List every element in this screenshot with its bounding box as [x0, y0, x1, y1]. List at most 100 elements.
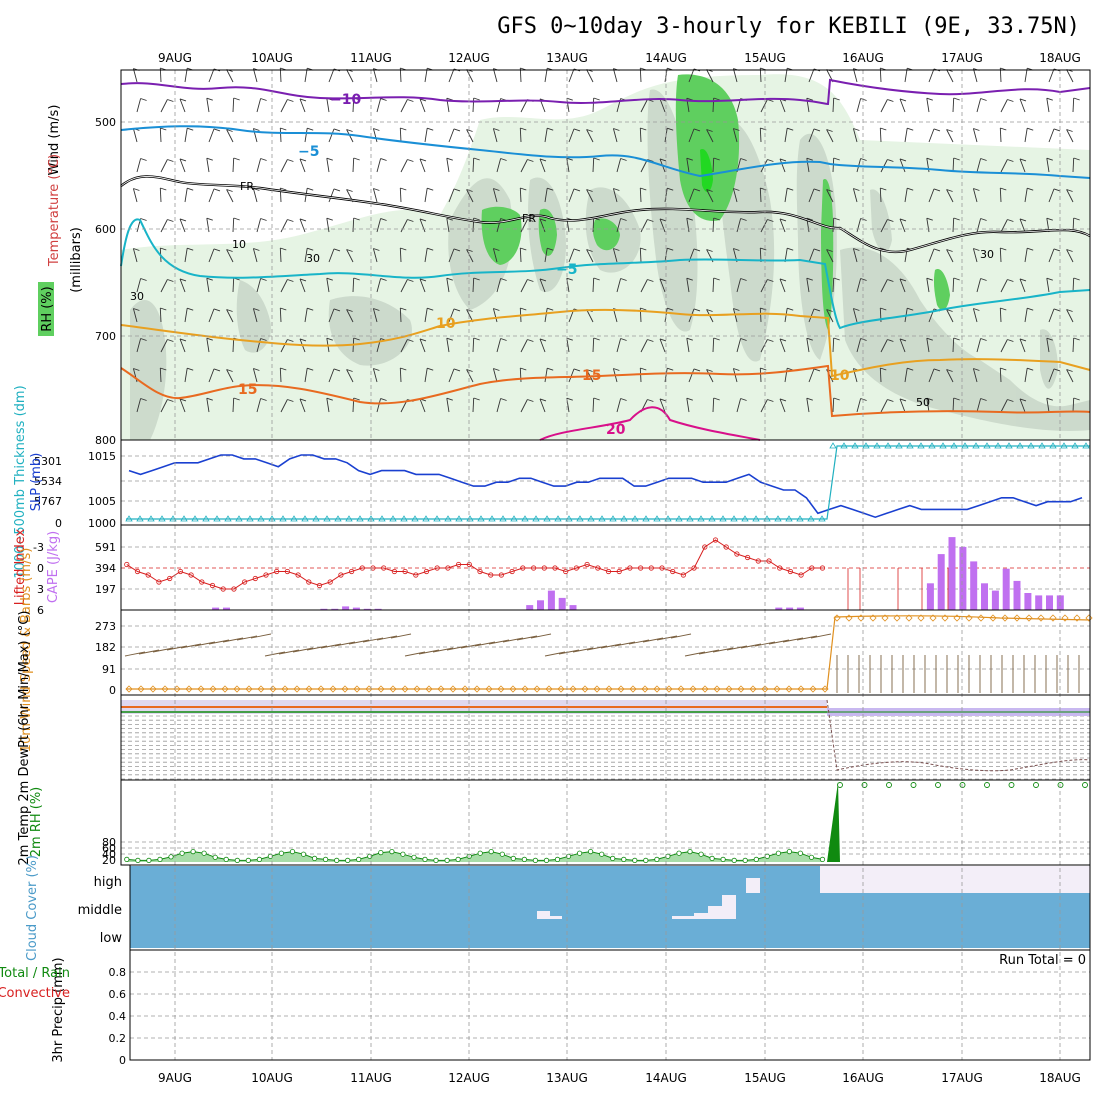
- wind-marker: [725, 685, 733, 693]
- wind-barb-flag: [946, 129, 953, 132]
- wind-barb-flag: [926, 157, 933, 161]
- wind-barb: [346, 309, 354, 323]
- wind-barb-flag: [586, 129, 593, 132]
- wind-barb-flag: [1027, 307, 1034, 311]
- wind-barb: [616, 338, 622, 353]
- wind-barb: [252, 188, 258, 203]
- cape-bar: [569, 605, 577, 610]
- cape-bar: [959, 546, 967, 610]
- wind-barb-flag: [206, 97, 213, 101]
- wind-barb: [808, 188, 815, 203]
- wind-barb-flag: [733, 188, 740, 191]
- wind-barb: [179, 278, 186, 293]
- wind-barb: [586, 309, 594, 323]
- wind-barb-flag: [640, 187, 647, 191]
- wind-barb-flag: [400, 247, 407, 251]
- wind-barb: [946, 249, 954, 263]
- cape-tick-591: 591: [95, 541, 116, 554]
- wind-barb: [972, 128, 978, 143]
- wind-barb: [952, 97, 955, 113]
- wind-marker: [893, 614, 901, 622]
- wind-barb: [448, 248, 455, 263]
- lifted-index-marker: [338, 572, 344, 578]
- wind-barb-flag: [213, 308, 221, 312]
- cape-bar: [926, 583, 934, 610]
- wind-barb-flag: [713, 337, 720, 341]
- wind-marker: [389, 685, 397, 693]
- cape-bar: [352, 607, 360, 610]
- wind-marker: [1025, 614, 1033, 622]
- lifted-index-marker: [509, 568, 515, 575]
- wind-barb-flag: [926, 277, 933, 281]
- cape-bar: [363, 608, 371, 610]
- wind-barb: [572, 647, 594, 653]
- lifted-index-marker: [744, 554, 751, 561]
- ylabel-millibars: (millibars): [69, 227, 84, 293]
- wind-barb-flag: [427, 187, 434, 191]
- wind-barb-flag: [566, 97, 573, 101]
- cape-bar: [212, 607, 220, 610]
- label-rh-50: 50: [916, 396, 930, 409]
- wind-barb: [544, 128, 548, 143]
- wind-marker: [797, 685, 805, 693]
- wind-marker: [137, 685, 145, 693]
- wind-barb: [568, 368, 575, 383]
- wind-barb-flag: [160, 307, 167, 311]
- wind-marker: [881, 614, 889, 622]
- rh2m-marker: [223, 856, 229, 863]
- lifted-index-marker: [348, 568, 355, 575]
- wind-barb: [299, 98, 306, 113]
- wind-barb-flag: [346, 309, 353, 312]
- rh-tick-20: 20: [102, 854, 116, 867]
- wind-barb: [328, 188, 335, 203]
- label-plus20: 20: [606, 422, 626, 438]
- wind-barb-flag: [613, 188, 620, 191]
- rh2m-marker: [146, 857, 152, 864]
- wind-marker: [1049, 614, 1057, 622]
- rh2m-marker: [311, 855, 318, 862]
- wind-marker: [533, 685, 541, 693]
- wind-barb-flag: [527, 399, 534, 402]
- wind-barb: [1046, 278, 1050, 293]
- wind-barb: [612, 188, 618, 203]
- wind-barb-flag: [1046, 157, 1053, 161]
- wind-barb: [1072, 277, 1075, 293]
- wind-barb: [400, 279, 408, 293]
- wind-marker: [617, 685, 625, 693]
- wind-barb: [740, 643, 762, 649]
- wind-barb-flag: [980, 158, 987, 161]
- wind-barb: [656, 635, 678, 641]
- wind-barb: [466, 129, 474, 143]
- rh2m-marker: [935, 782, 941, 788]
- wind-barb-flag: [779, 218, 787, 222]
- lifted-index-marker: [284, 568, 290, 575]
- wind-barb: [419, 158, 426, 173]
- wind-barb: [446, 338, 450, 353]
- wind-barb-flag: [493, 188, 500, 191]
- wind-barb: [736, 398, 742, 413]
- cape-bar: [331, 608, 339, 610]
- thickness-marker: [697, 515, 705, 522]
- wind-barb: [326, 278, 330, 293]
- wind-barb: [999, 367, 1002, 383]
- rh2m-marker: [488, 848, 494, 855]
- ylabel-temp2m: 2m Temp 2m DewPt (6hr Min/Max) (°C): [17, 611, 32, 866]
- rh2m-marker: [289, 848, 296, 855]
- rh2m-marker: [632, 857, 638, 864]
- wind-barb-flag: [380, 278, 387, 281]
- rh2m-marker: [124, 856, 130, 863]
- wind-barb: [376, 278, 382, 293]
- wind-barb-flag: [667, 187, 674, 191]
- wind-barb-flag: [573, 248, 581, 252]
- thickness-marker: [664, 515, 672, 522]
- wind-barb: [779, 278, 786, 293]
- thickness-marker: [301, 515, 309, 522]
- wind-barb: [446, 645, 468, 651]
- thickness-tick-2: 5534: [34, 475, 62, 488]
- precip-tick-0.4: 0.4: [109, 1010, 127, 1023]
- date-label-bottom: 10AUG: [251, 1071, 293, 1085]
- wind-barb: [206, 398, 210, 413]
- wind-marker: [653, 685, 661, 693]
- rh2m-marker: [599, 851, 605, 857]
- rh2m-marker: [1082, 782, 1088, 788]
